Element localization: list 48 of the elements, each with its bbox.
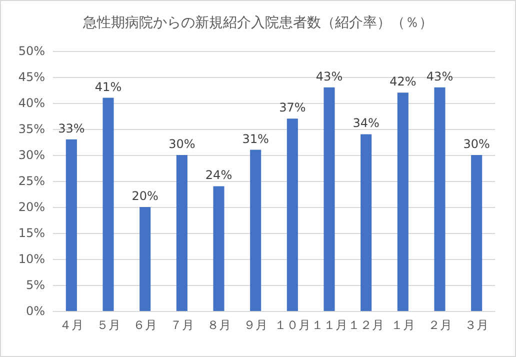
data-label: 43% <box>316 69 343 84</box>
bar <box>140 207 151 311</box>
bar <box>471 155 482 311</box>
data-label: 41% <box>94 80 122 94</box>
y-tick-label: 50% <box>18 44 45 58</box>
data-label: 30% <box>168 137 196 151</box>
x-tick-label: １２月 <box>348 318 384 332</box>
bar <box>66 139 77 311</box>
y-tick-label: 15% <box>18 226 45 240</box>
x-tick-label: １１月 <box>311 318 348 332</box>
data-label: 37% <box>279 100 306 115</box>
y-tick-label: 30% <box>18 148 45 162</box>
y-tick-label: 10% <box>18 252 45 266</box>
bar <box>176 155 188 311</box>
data-label: 20% <box>132 189 158 203</box>
data-label: 34% <box>352 116 380 130</box>
bar <box>360 134 372 311</box>
x-tick-label: ８月 <box>206 318 231 332</box>
x-tick-label: ３月 <box>464 318 489 332</box>
bar <box>397 92 408 311</box>
data-label: 42% <box>390 74 416 89</box>
y-tick-label: 5% <box>26 278 45 292</box>
x-tick-label: ４月 <box>59 318 84 332</box>
x-tick-label: ９月 <box>244 318 268 332</box>
y-tick-label: 35% <box>18 122 45 136</box>
data-label: 31% <box>242 132 269 146</box>
y-tick-label: 25% <box>18 174 45 188</box>
bar <box>213 186 224 311</box>
y-tick-label: 40% <box>18 96 45 110</box>
x-tick-label: ６月 <box>133 318 158 332</box>
x-tick-label: ２月 <box>428 318 452 332</box>
bar <box>250 150 262 311</box>
y-tick-label: 20% <box>18 200 45 214</box>
x-tick-label: ７月 <box>170 318 194 332</box>
x-tick-label: ５月 <box>96 318 120 332</box>
x-tick-label: １０月 <box>274 318 310 332</box>
bar <box>102 98 114 311</box>
x-tick-label: １月 <box>390 318 415 332</box>
chart-title: 急性期病院からの新規紹介入院患者数（紹介率）（％） <box>82 15 433 31</box>
data-label: 24% <box>205 168 232 182</box>
y-tick-label: 0% <box>26 304 45 318</box>
data-label: 30% <box>463 137 490 151</box>
bar <box>286 118 298 311</box>
data-label: 43% <box>426 69 454 84</box>
y-tick-label: 45% <box>18 70 45 84</box>
bar <box>324 87 335 311</box>
data-label: 33% <box>58 121 85 136</box>
bar <box>434 87 446 311</box>
